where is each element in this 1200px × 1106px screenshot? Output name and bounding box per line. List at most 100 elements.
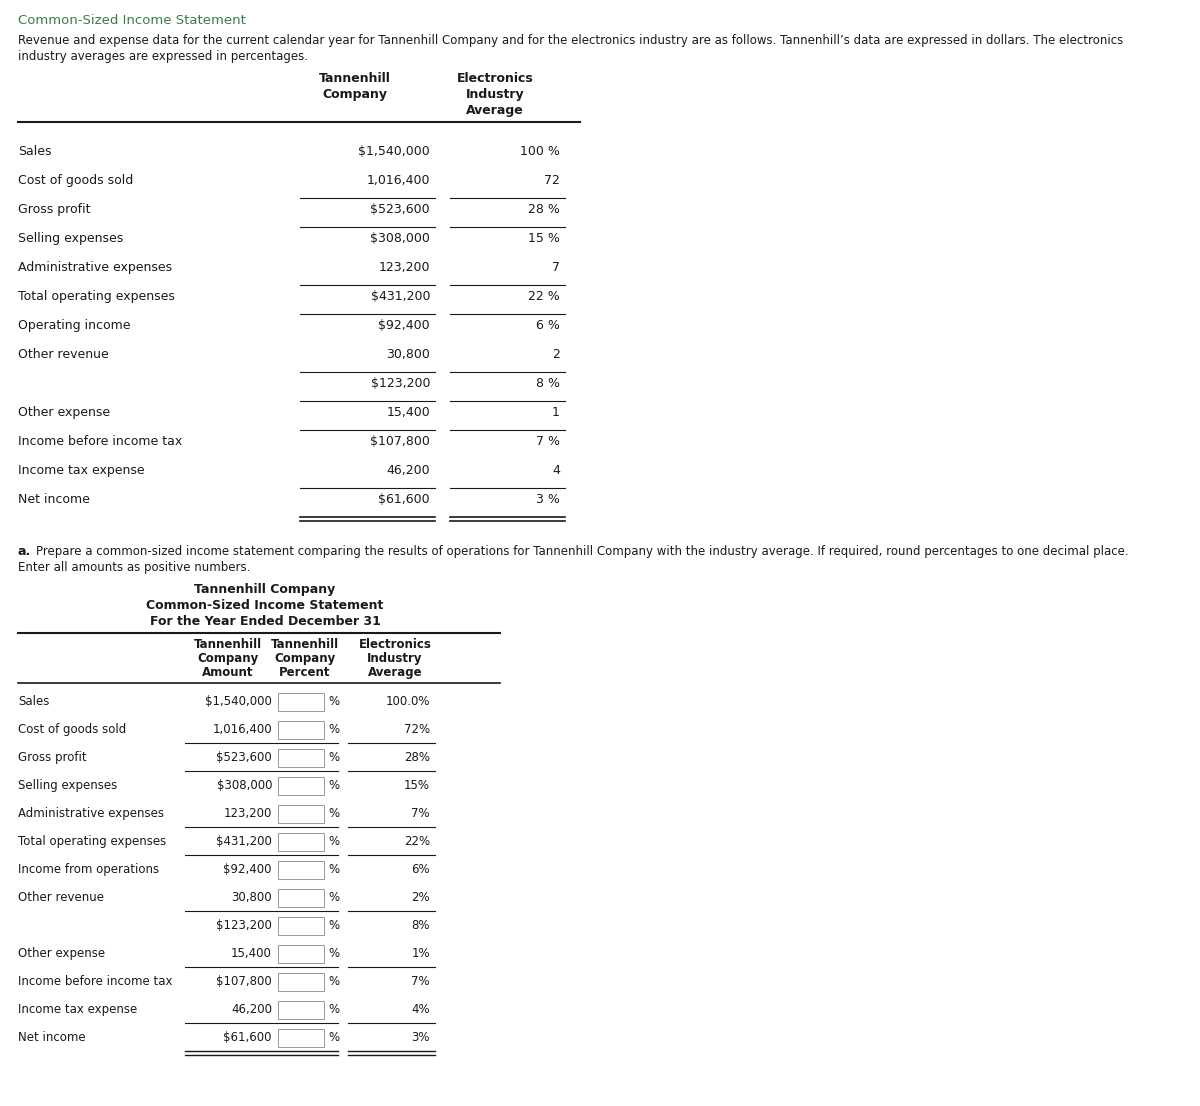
Bar xyxy=(278,693,324,711)
Text: 3 %: 3 % xyxy=(536,493,560,507)
Text: 46,200: 46,200 xyxy=(386,465,430,477)
Text: 1,016,400: 1,016,400 xyxy=(366,174,430,187)
Text: $308,000: $308,000 xyxy=(370,232,430,246)
Text: Cost of goods sold: Cost of goods sold xyxy=(18,174,133,187)
Text: $61,600: $61,600 xyxy=(223,1031,272,1044)
Text: Amount: Amount xyxy=(203,666,253,679)
Text: Selling expenses: Selling expenses xyxy=(18,232,124,246)
Text: %: % xyxy=(328,863,340,876)
Bar xyxy=(278,1001,324,1019)
Text: 1%: 1% xyxy=(412,947,430,960)
Text: Administrative expenses: Administrative expenses xyxy=(18,261,172,274)
Text: 123,200: 123,200 xyxy=(378,261,430,274)
Text: Company: Company xyxy=(275,653,336,665)
Text: Company: Company xyxy=(323,88,388,101)
Text: Cost of goods sold: Cost of goods sold xyxy=(18,723,126,735)
Text: 15%: 15% xyxy=(404,779,430,792)
Text: Income from operations: Income from operations xyxy=(18,863,160,876)
Text: Tannenhill: Tannenhill xyxy=(271,638,340,651)
Bar xyxy=(278,973,324,991)
Text: 15 %: 15 % xyxy=(528,232,560,246)
Text: 7 %: 7 % xyxy=(536,435,560,448)
Text: 7: 7 xyxy=(552,261,560,274)
Text: Income tax expense: Income tax expense xyxy=(18,465,145,477)
Text: $523,600: $523,600 xyxy=(216,751,272,764)
Text: $123,200: $123,200 xyxy=(371,377,430,390)
Text: %: % xyxy=(328,947,340,960)
Text: %: % xyxy=(328,891,340,904)
Bar xyxy=(278,749,324,766)
Text: 3%: 3% xyxy=(412,1031,430,1044)
Text: Sales: Sales xyxy=(18,695,49,708)
Text: 72%: 72% xyxy=(404,723,430,735)
Text: 7%: 7% xyxy=(412,975,430,988)
Text: Industry: Industry xyxy=(466,88,524,101)
Text: Net income: Net income xyxy=(18,493,90,507)
Text: Percent: Percent xyxy=(280,666,331,679)
Text: Operating income: Operating income xyxy=(18,319,131,332)
Text: 4: 4 xyxy=(552,465,560,477)
Text: %: % xyxy=(328,1003,340,1016)
Text: %: % xyxy=(328,779,340,792)
Bar xyxy=(278,833,324,851)
Text: Electronics: Electronics xyxy=(359,638,432,651)
Text: 8%: 8% xyxy=(412,919,430,932)
Text: Tannenhill: Tannenhill xyxy=(319,72,391,85)
Text: a.: a. xyxy=(18,545,31,559)
Text: Other expense: Other expense xyxy=(18,947,106,960)
Text: Tannenhill Company: Tannenhill Company xyxy=(194,583,336,596)
Text: Enter all amounts as positive numbers.: Enter all amounts as positive numbers. xyxy=(18,561,251,574)
Text: Tannenhill: Tannenhill xyxy=(194,638,262,651)
Text: %: % xyxy=(328,723,340,735)
Text: %: % xyxy=(328,807,340,820)
Text: 1,016,400: 1,016,400 xyxy=(212,723,272,735)
Text: 30,800: 30,800 xyxy=(232,891,272,904)
Bar xyxy=(278,945,324,963)
Text: Other revenue: Other revenue xyxy=(18,348,109,361)
Text: 8 %: 8 % xyxy=(536,377,560,390)
Text: Sales: Sales xyxy=(18,145,52,158)
Text: 15,400: 15,400 xyxy=(386,406,430,419)
Text: 6 %: 6 % xyxy=(536,319,560,332)
Text: Total operating expenses: Total operating expenses xyxy=(18,290,175,303)
Text: 100.0%: 100.0% xyxy=(385,695,430,708)
Text: $107,800: $107,800 xyxy=(216,975,272,988)
Text: 22%: 22% xyxy=(404,835,430,848)
Text: 100 %: 100 % xyxy=(520,145,560,158)
Text: $1,540,000: $1,540,000 xyxy=(359,145,430,158)
Text: $107,800: $107,800 xyxy=(370,435,430,448)
Bar xyxy=(278,778,324,795)
Text: %: % xyxy=(328,1031,340,1044)
Text: Income before income tax: Income before income tax xyxy=(18,975,173,988)
Text: Selling expenses: Selling expenses xyxy=(18,779,118,792)
Text: Electronics: Electronics xyxy=(457,72,533,85)
Text: Net income: Net income xyxy=(18,1031,85,1044)
Text: For the Year Ended December 31: For the Year Ended December 31 xyxy=(150,615,380,628)
Text: Gross profit: Gross profit xyxy=(18,751,86,764)
Text: $92,400: $92,400 xyxy=(223,863,272,876)
Text: %: % xyxy=(328,695,340,708)
Text: Revenue and expense data for the current calendar year for Tannenhill Company an: Revenue and expense data for the current… xyxy=(18,34,1123,46)
Text: %: % xyxy=(328,919,340,932)
Text: $92,400: $92,400 xyxy=(378,319,430,332)
Text: 22 %: 22 % xyxy=(528,290,560,303)
Text: Prepare a common-sized income statement comparing the results of operations for : Prepare a common-sized income statement … xyxy=(36,545,1129,559)
Text: $61,600: $61,600 xyxy=(378,493,430,507)
Text: 72: 72 xyxy=(544,174,560,187)
Text: 1: 1 xyxy=(552,406,560,419)
Text: 46,200: 46,200 xyxy=(230,1003,272,1016)
Text: $308,000: $308,000 xyxy=(216,779,272,792)
Text: Income before income tax: Income before income tax xyxy=(18,435,182,448)
Text: 28%: 28% xyxy=(404,751,430,764)
Text: 4%: 4% xyxy=(412,1003,430,1016)
Text: Gross profit: Gross profit xyxy=(18,204,90,216)
Text: Average: Average xyxy=(466,104,524,117)
Bar xyxy=(278,860,324,879)
Text: $523,600: $523,600 xyxy=(371,204,430,216)
Text: Total operating expenses: Total operating expenses xyxy=(18,835,167,848)
Text: Average: Average xyxy=(367,666,422,679)
Text: 2%: 2% xyxy=(412,891,430,904)
Bar xyxy=(278,917,324,935)
Bar xyxy=(278,721,324,739)
Text: 28 %: 28 % xyxy=(528,204,560,216)
